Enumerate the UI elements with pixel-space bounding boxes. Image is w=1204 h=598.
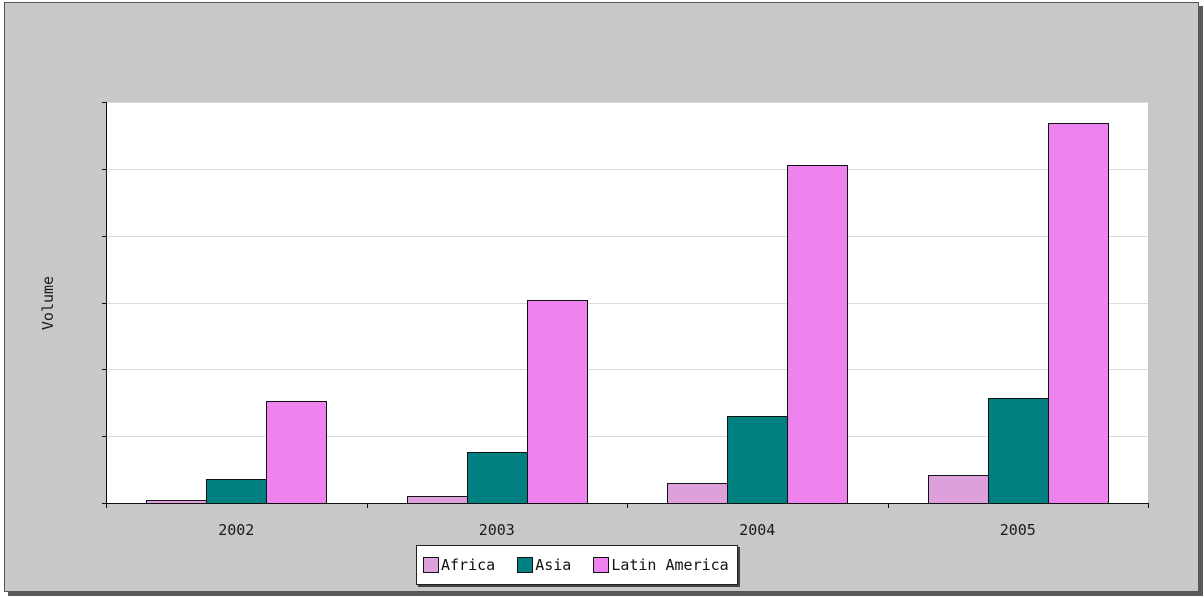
x-tick-label: 2005 [1000, 521, 1036, 539]
x-tick-label: 2004 [739, 521, 775, 539]
bar-latin-america-2002 [266, 401, 327, 504]
bar-chart: 2002 2003 2004 2005 Volume [39, 102, 1149, 539]
bar-africa-2003 [407, 496, 468, 504]
legend-swatch [423, 557, 439, 573]
axes [102, 102, 1149, 508]
legend-item: Asia [517, 556, 571, 574]
legend: Africa Asia Latin America [416, 545, 738, 585]
legend-label: Latin America [611, 556, 729, 574]
bar-latin-america-2004 [787, 165, 848, 504]
x-tick-label: 2003 [479, 521, 515, 539]
legend-item: Africa [423, 556, 495, 574]
bar-latin-america-2005 [1048, 123, 1109, 504]
chart-frame: 2002 2003 2004 2005 Volume Africa Asia Latin … [4, 2, 1199, 592]
x-tick-label: 2002 [218, 521, 254, 539]
bar-asia-2004 [727, 416, 788, 504]
bar-africa-2004 [667, 483, 728, 504]
bar-asia-2005 [988, 398, 1049, 504]
legend-item: Latin America [593, 556, 729, 574]
y-axis-title: Volume [39, 276, 57, 330]
legend-label: Asia [535, 556, 572, 574]
tick-labels: 2002 2003 2004 2005 [218, 521, 1036, 539]
bars [146, 123, 1109, 504]
legend-swatch [593, 557, 610, 573]
bar-asia-2002 [206, 479, 267, 504]
bar-latin-america-2003 [527, 300, 588, 504]
bar-africa-2005 [928, 475, 989, 504]
bar-asia-2003 [467, 452, 528, 504]
legend-label: Africa [441, 556, 496, 574]
legend-swatch [517, 557, 534, 573]
